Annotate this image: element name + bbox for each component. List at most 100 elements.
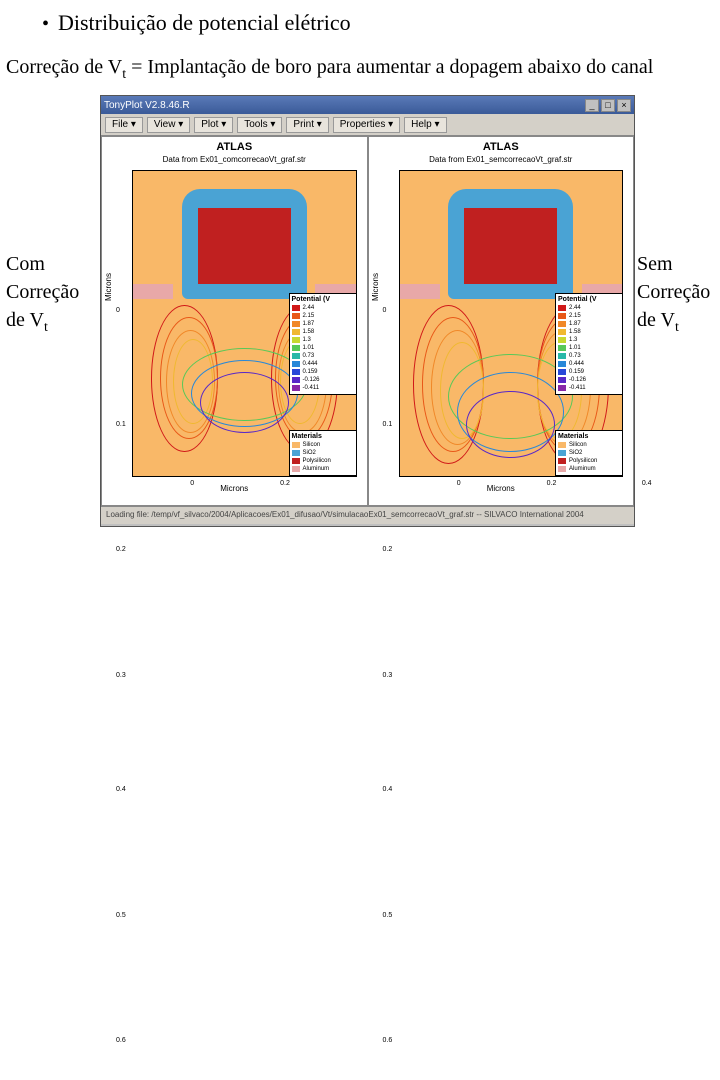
menu-properties[interactable]: Properties ▾	[333, 117, 400, 133]
polysilicon-gate	[464, 208, 557, 284]
material-item: Aluminum	[292, 465, 354, 473]
xtick: 0	[457, 480, 461, 487]
xtick: 0.2	[280, 480, 290, 487]
ytick: 0.2	[116, 546, 126, 553]
legend-item: -0.411	[292, 384, 354, 392]
titlebar[interactable]: TonyPlot V2.8.46.R _ □ ×	[101, 96, 634, 114]
window-buttons: _ □ ×	[585, 99, 631, 112]
menu-tools[interactable]: Tools ▾	[237, 117, 282, 133]
maximize-button[interactable]: □	[601, 99, 615, 112]
potential-legend-right: Potential (V 2.442.151.871.581.31.010.73…	[555, 293, 623, 395]
material-item: SiO2	[558, 449, 620, 457]
legend-item: 0.444	[292, 360, 354, 368]
menu-plot[interactable]: Plot ▾	[194, 117, 233, 133]
menu-print[interactable]: Print ▾	[286, 117, 328, 133]
legend-item: 0.159	[558, 368, 620, 376]
menu-help[interactable]: Help ▾	[404, 117, 446, 133]
label-l1: Com	[6, 253, 45, 275]
mat-legend-title: Materials	[558, 433, 620, 440]
ytick: 0.1	[116, 421, 126, 428]
plot-right-ylabel: Microns	[371, 273, 380, 301]
legend-item: -0.126	[558, 376, 620, 384]
subtitle-post: = Implantação de boro para aumentar a do…	[126, 56, 653, 78]
plot-right-subtitle: Data from Ex01_semcorrecaoVt_graf.str	[369, 155, 634, 164]
menu-view[interactable]: View ▾	[147, 117, 190, 133]
xtick: 0.2	[547, 480, 557, 487]
legend-item: 2.15	[292, 312, 354, 320]
legend-item: 0.73	[292, 352, 354, 360]
material-item: Aluminum	[558, 465, 620, 473]
legend-item: -0.411	[558, 384, 620, 392]
ytick: 0.4	[383, 786, 393, 793]
material-item: Polysilicon	[558, 457, 620, 465]
plot-right[interactable]: ATLAS Data from Ex01_semcorrecaoVt_graf.…	[368, 136, 635, 506]
potential-legend-left: Potential (V 2.442.151.871.581.31.010.73…	[289, 293, 357, 395]
menu-file[interactable]: File ▾	[105, 117, 143, 133]
tonyplot-window: TonyPlot V2.8.46.R _ □ × File ▾View ▾Plo…	[100, 95, 635, 527]
label-rsub: t	[675, 320, 679, 335]
aluminum-left	[400, 284, 440, 299]
legend-item: 1.01	[292, 344, 354, 352]
ytick: 0	[383, 307, 387, 314]
plot-right-title: ATLAS	[369, 141, 634, 153]
ytick: 0.6	[116, 1037, 126, 1044]
material-item: Silicon	[292, 441, 354, 449]
statusbar: Loading file: /temp/vf_silvaco/2004/Apli…	[101, 506, 634, 524]
close-button[interactable]: ×	[617, 99, 631, 112]
legend-item: 0.159	[292, 368, 354, 376]
legend-item: 0.444	[558, 360, 620, 368]
aluminum-left	[133, 284, 173, 299]
legend-item: 0.73	[558, 352, 620, 360]
materials-legend-left: Materials SiliconSiO2PolysiliconAluminum	[289, 430, 357, 476]
legend-item: 2.44	[292, 304, 354, 312]
ytick: 0.3	[116, 672, 126, 679]
toolbar: File ▾View ▾Plot ▾Tools ▾Print ▾ Properti…	[101, 114, 634, 136]
potential-contour	[466, 391, 555, 458]
legend-item: 1.3	[292, 336, 354, 344]
plot-left-subtitle: Data from Ex01_comcorrecaoVt_graf.str	[102, 155, 367, 164]
mat-legend-title: Materials	[292, 433, 354, 440]
legend-item: 1.87	[292, 320, 354, 328]
ytick: 0.1	[383, 421, 393, 428]
label-l2: Correção	[6, 281, 79, 303]
minimize-button[interactable]: _	[585, 99, 599, 112]
label-l3: de V	[6, 309, 44, 331]
legend-title: Potential (V	[558, 296, 620, 303]
ytick: 0.6	[383, 1037, 393, 1044]
material-item: Polysilicon	[292, 457, 354, 465]
label-r3: de V	[637, 309, 675, 331]
label-sub: t	[44, 320, 48, 335]
label-r1: Sem	[637, 253, 673, 275]
plot-left-xlabel: Microns	[102, 484, 367, 493]
legend-item: 1.58	[558, 328, 620, 336]
ytick: 0.4	[116, 786, 126, 793]
slide-title: Distribuição de potencial elétrico	[58, 10, 351, 36]
xtick: 0	[190, 480, 194, 487]
ytick: 0.2	[383, 546, 393, 553]
material-item: Silicon	[558, 441, 620, 449]
legend-title: Potential (V	[292, 296, 354, 303]
plot-left[interactable]: ATLAS Data from Ex01_comcorrecaoVt_graf.…	[101, 136, 368, 506]
legend-item: 1.3	[558, 336, 620, 344]
materials-legend-right: Materials SiliconSiO2PolysiliconAluminum	[555, 430, 623, 476]
plot-left-title: ATLAS	[102, 141, 367, 153]
bullet-icon: •	[42, 13, 49, 36]
legend-item: -0.126	[292, 376, 354, 384]
ytick: 0	[116, 307, 120, 314]
legend-item: 1.01	[558, 344, 620, 352]
plot-area: ATLAS Data from Ex01_comcorrecaoVt_graf.…	[101, 136, 634, 506]
titlebar-text: TonyPlot V2.8.46.R	[104, 100, 190, 111]
ytick: 0.5	[116, 912, 126, 919]
material-item: SiO2	[292, 449, 354, 457]
polysilicon-gate	[198, 208, 291, 284]
ytick: 0.5	[383, 912, 393, 919]
subtitle-pre: Correção de V	[6, 56, 122, 78]
label-r2: Correção	[637, 281, 710, 303]
slide-subtitle: Correção de Vt = Implantação de boro par…	[6, 54, 653, 84]
plot-left-ylabel: Microns	[104, 273, 113, 301]
ytick: 0.3	[383, 672, 393, 679]
label-com-correcao: Com Correção de Vt	[6, 250, 79, 338]
xtick: 0.4	[642, 480, 652, 487]
label-sem-correcao: Sem Correção de Vt	[637, 250, 710, 338]
legend-item: 1.58	[292, 328, 354, 336]
